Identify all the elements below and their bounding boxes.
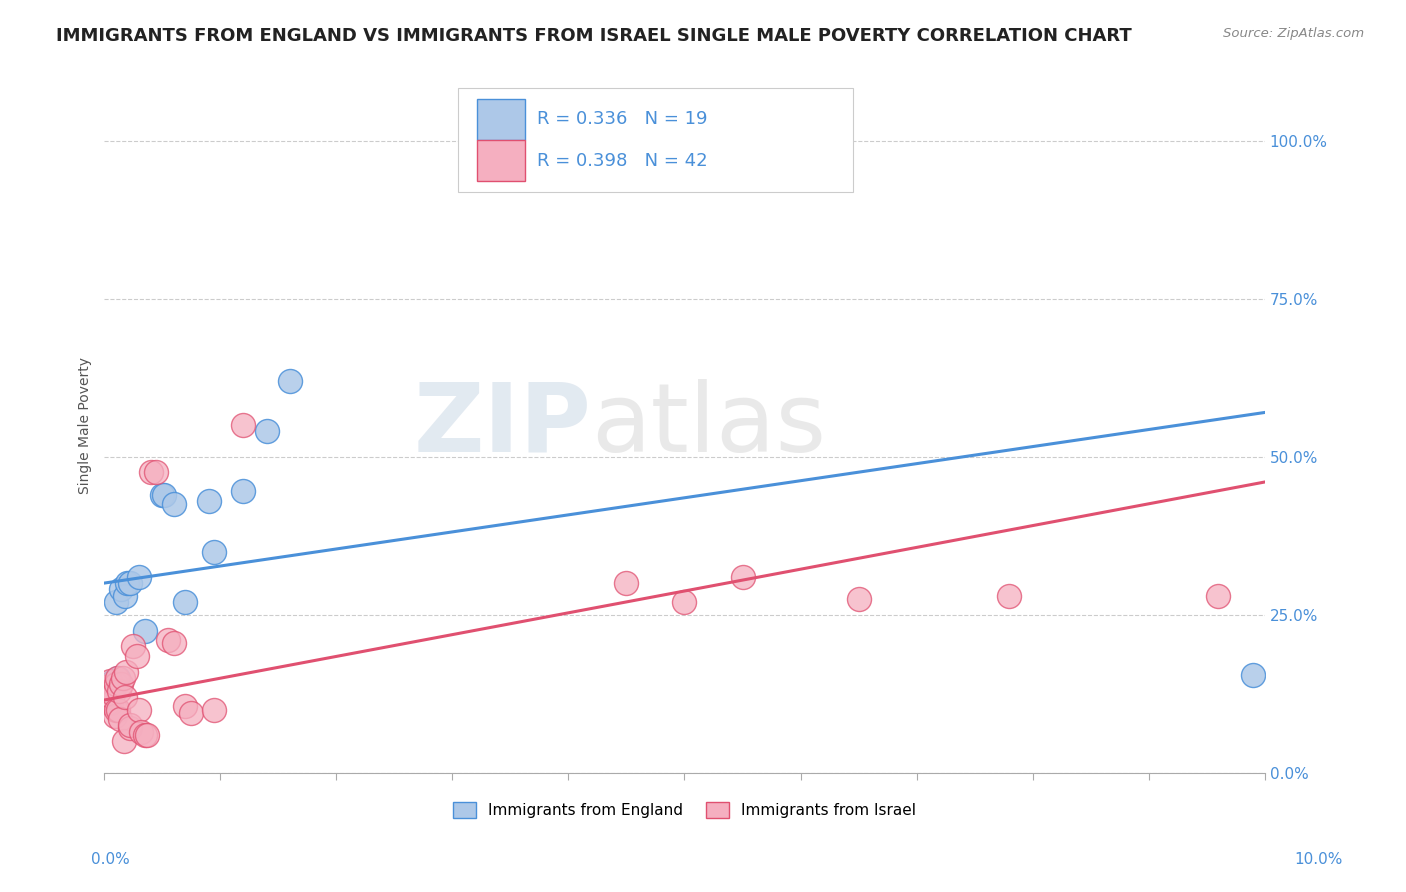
Text: Source: ZipAtlas.com: Source: ZipAtlas.com [1223,27,1364,40]
Text: ZIP: ZIP [413,378,592,472]
Point [673,595,696,609]
Point [150,488,173,502]
Point [145,466,167,480]
Point [107,671,129,685]
Point [232,418,254,433]
Point [104,595,127,609]
Point [125,648,148,663]
Point [107,702,129,716]
Point [848,591,870,606]
FancyBboxPatch shape [477,140,526,181]
Point [98,677,121,691]
FancyBboxPatch shape [458,88,853,192]
Point [180,706,202,720]
Point [153,488,176,502]
Point [104,702,127,716]
Point [1241,667,1264,681]
Point [118,722,141,736]
Point [174,595,197,609]
Point [139,466,162,480]
Point [110,677,132,691]
Point [101,690,124,704]
Point [202,702,225,716]
Point [256,425,278,439]
Point [136,728,159,742]
Point [122,640,145,654]
Point [202,544,225,558]
Point [96,681,118,695]
Point [114,589,136,603]
Point [104,677,127,691]
Point [278,374,301,388]
Point [118,718,141,732]
Point [128,702,150,716]
Point [134,624,156,638]
Point [111,671,134,685]
Text: atlas: atlas [592,378,827,472]
Point [118,576,141,591]
Point [96,696,118,710]
Point [163,636,186,650]
Point [156,632,179,647]
Text: 10.0%: 10.0% [1295,852,1343,867]
Point [110,712,132,726]
FancyBboxPatch shape [477,99,526,140]
Point [115,665,138,679]
Point [232,484,254,499]
Point [108,683,131,698]
Point [97,683,120,698]
Point [98,674,121,689]
Point [129,724,152,739]
Point [1208,589,1230,603]
Point [128,570,150,584]
Point [105,671,128,685]
Point [731,570,754,584]
Point [616,576,638,591]
Point [163,497,186,511]
Point [174,699,197,714]
Point [114,690,136,704]
Point [103,674,125,689]
Text: IMMIGRANTS FROM ENGLAND VS IMMIGRANTS FROM ISRAEL SINGLE MALE POVERTY CORRELATIO: IMMIGRANTS FROM ENGLAND VS IMMIGRANTS FR… [56,27,1132,45]
Point [197,494,219,508]
Text: R = 0.398   N = 42: R = 0.398 N = 42 [537,152,707,169]
Point [103,687,125,701]
Legend: Immigrants from England, Immigrants from Israel: Immigrants from England, Immigrants from… [447,796,922,824]
Y-axis label: Single Male Poverty: Single Male Poverty [79,357,93,493]
Point [110,582,132,597]
Point [134,728,156,742]
Text: R = 0.336   N = 19: R = 0.336 N = 19 [537,110,707,128]
Point [112,734,135,748]
Point [103,709,125,723]
Text: 0.0%: 0.0% [91,852,131,867]
Point [627,130,650,145]
Point [998,589,1021,603]
Point [100,696,122,710]
Point [117,576,139,591]
